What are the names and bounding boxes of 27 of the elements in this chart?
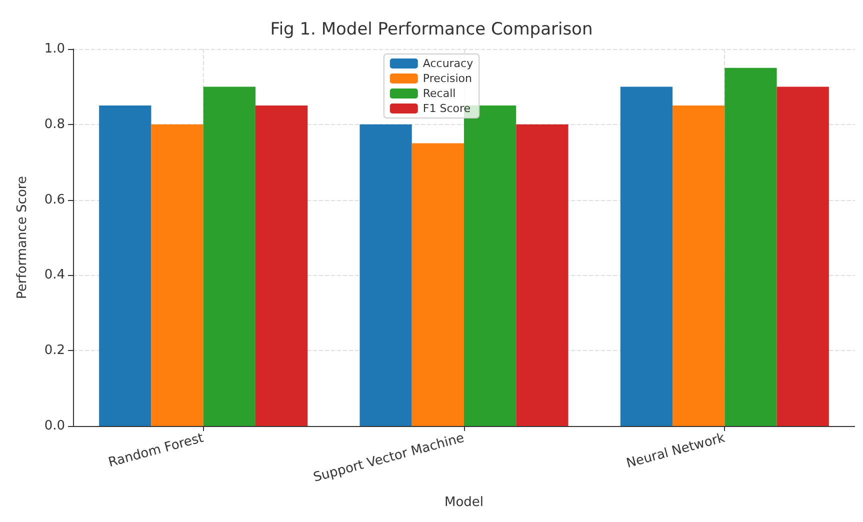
bar [255,106,308,426]
legend-label: F1 Score [422,102,471,115]
y-tick-label: 0.2 [44,343,65,358]
bar [724,68,777,426]
bar [360,124,412,426]
y-tick-label: 0.0 [44,418,65,434]
bar [99,106,152,426]
bar [516,124,568,426]
y-tick-label: 0.6 [44,192,65,208]
legend-label: Precision [422,72,472,85]
y-tick-label: 0.8 [44,116,65,132]
x-axis-title: Model [444,495,484,510]
x-tick-label: Neural Network [624,430,728,472]
y-axis-title: Performance Score [15,176,30,299]
bar [672,106,725,426]
bar [776,86,829,426]
y-tick-label: 0.4 [44,268,65,283]
legend-label: Accuracy [422,57,474,70]
bar [151,124,204,426]
bar [412,143,464,426]
x-tick-label: Random Forest [106,430,206,471]
x-tick-label: Support Vector Machine [312,430,466,486]
bar [620,86,673,426]
chart-title: Fig 1. Model Performance Comparison [270,20,593,40]
y-tick-label: 1.0 [44,42,65,56]
bar [203,86,256,426]
legend-label: Recall [422,87,456,100]
